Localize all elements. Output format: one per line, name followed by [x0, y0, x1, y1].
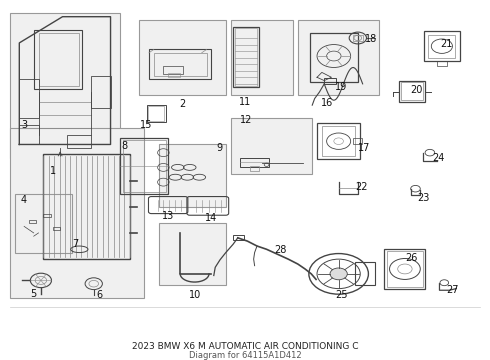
- Bar: [67, 135, 91, 148]
- Bar: [122, 140, 166, 192]
- Bar: [235, 28, 257, 85]
- Text: 25: 25: [335, 289, 347, 300]
- Bar: [34, 30, 82, 89]
- Text: 16: 16: [320, 98, 333, 108]
- FancyBboxPatch shape: [15, 194, 72, 253]
- Bar: [399, 81, 425, 102]
- Text: 6: 6: [96, 289, 102, 300]
- Bar: [401, 82, 423, 100]
- Text: 19: 19: [335, 82, 347, 93]
- Text: 2023 BMW X6 M AUTOMATIC AIR CONDITIONING C: 2023 BMW X6 M AUTOMATIC AIR CONDITIONING…: [132, 342, 358, 351]
- Text: 2: 2: [179, 99, 186, 108]
- Bar: [147, 105, 166, 122]
- Circle shape: [330, 268, 347, 280]
- Text: 20: 20: [411, 85, 423, 95]
- Bar: [384, 249, 425, 289]
- Bar: [428, 35, 455, 58]
- Bar: [233, 235, 244, 240]
- Text: 12: 12: [240, 115, 253, 125]
- Text: 9: 9: [216, 143, 222, 153]
- Bar: [148, 106, 164, 121]
- FancyBboxPatch shape: [231, 20, 293, 95]
- Text: 8: 8: [121, 141, 127, 151]
- Bar: [250, 166, 259, 171]
- Text: 11: 11: [239, 97, 251, 107]
- Bar: [387, 251, 423, 287]
- Text: 22: 22: [355, 182, 368, 192]
- Text: 23: 23: [417, 193, 430, 203]
- FancyBboxPatch shape: [159, 223, 226, 285]
- Bar: [437, 61, 447, 66]
- Bar: [120, 138, 168, 194]
- Bar: [233, 27, 259, 87]
- Text: 15: 15: [140, 120, 153, 130]
- Bar: [168, 73, 180, 77]
- Bar: [424, 31, 460, 61]
- Text: Diagram for 64115A1D412: Diagram for 64115A1D412: [189, 351, 301, 360]
- Text: 21: 21: [441, 39, 453, 49]
- FancyBboxPatch shape: [10, 13, 120, 158]
- Bar: [29, 220, 36, 223]
- Text: 26: 26: [405, 253, 417, 264]
- Text: 27: 27: [446, 285, 459, 295]
- FancyBboxPatch shape: [159, 144, 226, 207]
- Bar: [53, 227, 60, 230]
- Bar: [353, 35, 363, 41]
- Bar: [310, 33, 358, 82]
- Bar: [91, 76, 111, 108]
- Text: 10: 10: [189, 290, 201, 300]
- FancyBboxPatch shape: [139, 20, 226, 95]
- Bar: [317, 123, 360, 159]
- Bar: [353, 138, 362, 144]
- Bar: [163, 66, 183, 74]
- Bar: [43, 154, 130, 259]
- Text: 24: 24: [432, 153, 445, 163]
- Bar: [19, 79, 39, 118]
- Text: 7: 7: [73, 239, 78, 249]
- Bar: [19, 125, 39, 144]
- Text: 17: 17: [358, 143, 370, 153]
- Text: 5: 5: [30, 288, 37, 298]
- FancyBboxPatch shape: [10, 128, 144, 298]
- Bar: [43, 214, 50, 217]
- Text: 1: 1: [50, 166, 56, 176]
- FancyBboxPatch shape: [298, 20, 379, 95]
- Text: 4: 4: [21, 195, 27, 205]
- Bar: [240, 158, 269, 167]
- Text: 18: 18: [365, 33, 377, 44]
- Bar: [355, 262, 375, 285]
- FancyBboxPatch shape: [231, 118, 312, 174]
- Bar: [324, 78, 336, 84]
- Bar: [322, 126, 355, 156]
- Bar: [39, 33, 79, 85]
- Text: 28: 28: [274, 245, 286, 255]
- Text: 14: 14: [205, 212, 218, 222]
- Text: 13: 13: [162, 211, 174, 221]
- Text: 3: 3: [21, 120, 27, 130]
